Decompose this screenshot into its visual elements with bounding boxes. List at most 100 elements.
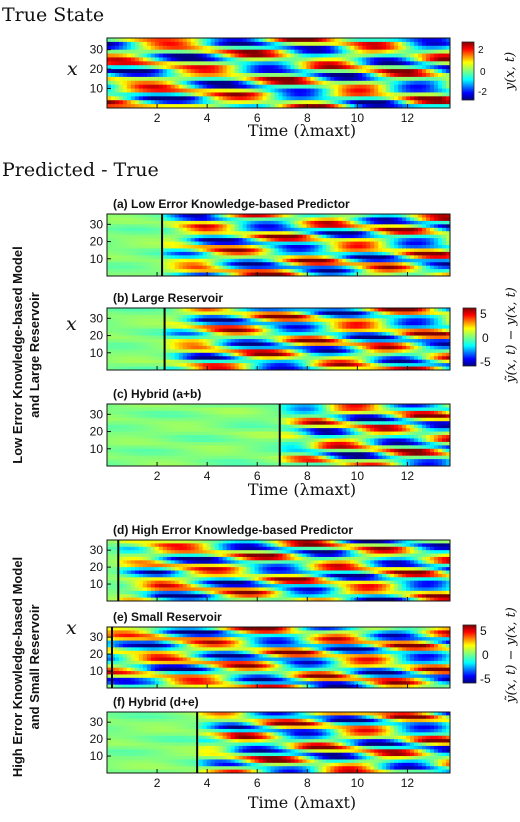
heatmap-cell (130, 272, 136, 277)
heatmap-cell (326, 76, 331, 82)
heatmap-cell (322, 217, 327, 222)
heatmap-cell (414, 335, 419, 340)
heatmap-cell (198, 100, 204, 105)
heatmap-cell (238, 88, 244, 93)
heatmap-cell (346, 265, 351, 270)
heatmap-cell (214, 69, 220, 74)
heatmap-cell (198, 359, 204, 364)
heatmap-cell (302, 352, 307, 357)
heatmap-cell (122, 445, 128, 450)
heatmap-cell (126, 441, 132, 446)
heatmap-cell (442, 53, 447, 58)
heatmap-cell (214, 49, 220, 54)
heatmap-cell (162, 438, 168, 443)
heatmap-cell (126, 321, 132, 326)
heatmap-cell (246, 65, 251, 70)
heatmap-cell (138, 325, 144, 330)
heatmap-cell (222, 53, 228, 58)
heatmap-cell (314, 231, 319, 236)
heatmap-cell (394, 217, 399, 222)
heatmap-cell (186, 245, 192, 249)
heatmap-cell (390, 332, 395, 336)
heatmap-cell (118, 65, 124, 70)
heatmap-cell (142, 96, 148, 101)
heatmap-cell (354, 258, 359, 263)
heatmap-cell (270, 238, 275, 242)
heatmap-cell (178, 356, 184, 361)
heatmap-cell (154, 328, 160, 333)
heatmap-cell (254, 332, 259, 336)
heatmap-cell (258, 84, 263, 89)
heatmap-cell (130, 100, 136, 105)
heatmap-cell (394, 251, 399, 256)
heatmap-cell (354, 220, 359, 225)
heatmap-cell (198, 345, 204, 350)
heatmap-cell (354, 100, 359, 105)
heatmap-cell (262, 220, 267, 225)
heatmap-cell (186, 251, 192, 256)
heatmap-cell (394, 53, 399, 58)
heatmap-cell (166, 404, 172, 408)
heatmap-cell (158, 92, 164, 97)
heatmap-cell (370, 227, 375, 232)
heatmap-cell (258, 349, 263, 354)
heatmap-cell (318, 339, 323, 343)
heatmap-cell (138, 345, 144, 350)
heatmap-cell (438, 241, 443, 246)
heatmap-cell (410, 92, 415, 97)
heatmap-cell (162, 421, 168, 426)
heatmap-cell (422, 349, 427, 354)
heatmap-cell (306, 366, 311, 371)
heatmap-cell (226, 262, 232, 267)
heatmap-cell (282, 241, 287, 246)
heatmap-cell (258, 92, 263, 97)
heatmap-cell (174, 342, 180, 347)
heatmap-cell (110, 421, 116, 426)
heatmap-cell (410, 234, 415, 239)
heatmap-cell (418, 80, 423, 86)
heatmap-cell (350, 255, 355, 260)
heatmap-cell (118, 272, 124, 277)
heatmap-cell (418, 255, 423, 260)
heatmap-cell (130, 417, 136, 422)
heatmap-cell (270, 49, 275, 54)
heatmap-cell (134, 345, 140, 350)
heatmap-cell (122, 231, 128, 236)
heatmap-cell (114, 424, 120, 429)
heatmap-cell (398, 359, 403, 364)
heatmap-cell (402, 73, 407, 78)
heatmap-cell (406, 84, 411, 89)
heatmap-cell (330, 49, 335, 54)
heatmap-cell (418, 258, 423, 263)
heatmap-cell (318, 342, 323, 347)
heatmap-cell (194, 38, 200, 43)
heatmap-cell (234, 104, 240, 109)
heatmap-cell (318, 311, 323, 316)
heatmap-cell (118, 84, 124, 89)
heatmap-cell (194, 214, 200, 218)
heatmap-cell (146, 104, 152, 109)
heatmap-cell (126, 272, 132, 277)
heatmap-cell (166, 356, 172, 361)
heatmap-cell (318, 269, 323, 273)
heatmap-cell (126, 255, 132, 260)
heatmap-cell (406, 314, 411, 319)
heatmap-cell (174, 332, 180, 336)
heatmap-cell (222, 84, 228, 89)
heatmap-cell (362, 217, 367, 222)
heatmap-cell (346, 53, 351, 58)
heatmap-cell (138, 431, 144, 436)
heatmap-cell (278, 255, 283, 260)
heatmap-cell (290, 345, 295, 350)
heatmap-cell (134, 428, 140, 432)
heatmap-cell (214, 61, 220, 66)
heatmap-cell (110, 452, 116, 457)
heatmap-cell (398, 49, 403, 54)
heatmap-cell (398, 227, 403, 232)
heatmap-cell (206, 220, 212, 225)
heatmap-cell (282, 61, 287, 66)
heatmap-cell (266, 234, 271, 239)
heatmap-cell (170, 227, 176, 232)
heatmap-cell (422, 262, 427, 267)
